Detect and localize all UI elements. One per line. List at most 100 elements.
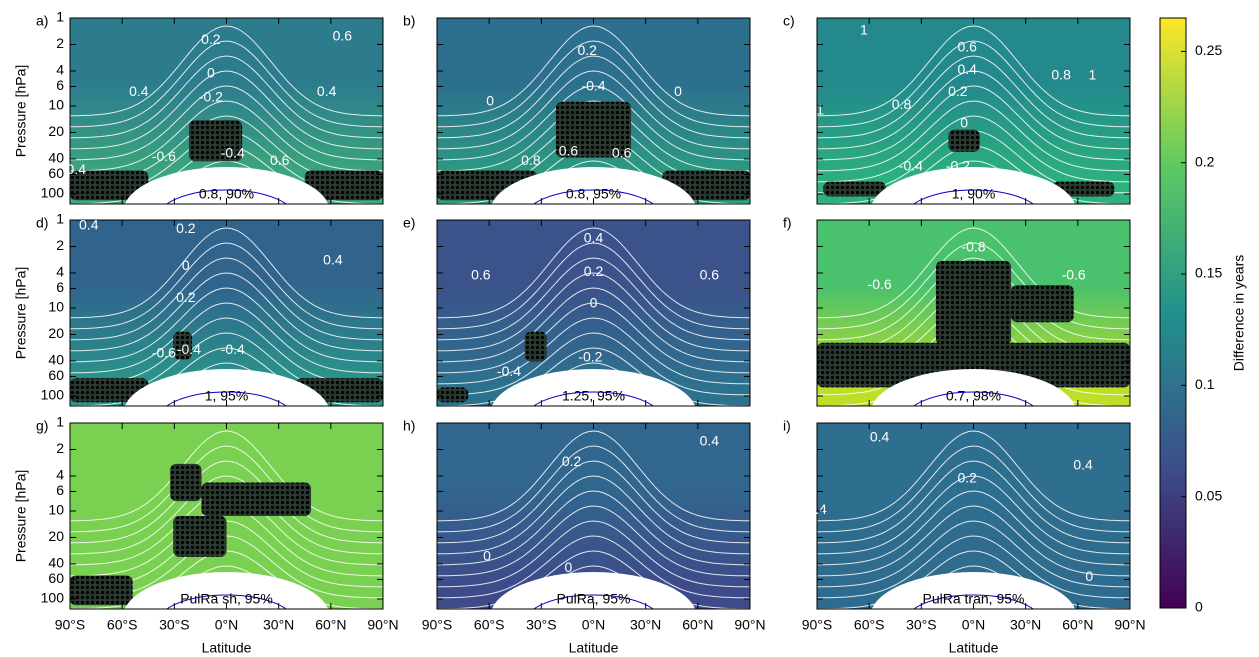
orography xyxy=(871,167,1076,204)
contour-line xyxy=(70,445,383,533)
x-tick-label: 0°N xyxy=(962,617,986,633)
panel: 0.4 0.2 0 0 h) PulRa, 95% 90°S 60°S 30°S 0°N 30°N 6… xyxy=(403,418,766,656)
x-tick-label: 60°S xyxy=(107,617,138,633)
colorbar-tick-label: 0.2 xyxy=(1195,153,1215,169)
y-tick-label: 100 xyxy=(41,185,65,201)
contour-label: 0.6 xyxy=(612,144,632,160)
contour-line xyxy=(437,55,750,139)
orography xyxy=(124,167,329,204)
stippling xyxy=(1051,181,1115,197)
y-tick-label: 40 xyxy=(48,555,64,571)
contour-label: -0.6 xyxy=(868,276,892,292)
panel-letter: h) xyxy=(403,418,415,434)
contour-label: 0.4 xyxy=(317,83,337,99)
stippling xyxy=(201,482,312,516)
contour-label: -0.6 xyxy=(1062,267,1086,283)
contour-line xyxy=(70,257,383,341)
y-tick-label: 60 xyxy=(48,165,64,181)
x-axis-label: Latitude xyxy=(569,640,619,656)
y-tick-label: 6 xyxy=(56,279,64,295)
orography xyxy=(124,572,329,609)
contour-label: 0 xyxy=(483,548,491,564)
contour-label: 0.8 xyxy=(892,96,912,112)
contour-line xyxy=(70,272,383,352)
contour-label: 0.2 xyxy=(979,581,999,597)
contour-line xyxy=(437,535,750,599)
y-tick-label: 20 xyxy=(48,123,64,139)
stippling xyxy=(823,181,886,197)
contour-line xyxy=(70,70,383,150)
contour-label: 0.4 xyxy=(79,216,99,232)
contour-label: 0.2 xyxy=(562,453,582,469)
stippling xyxy=(173,516,227,557)
contour-line xyxy=(817,460,1130,544)
contour-label: -0.4 xyxy=(221,144,245,160)
contour-label: 0 xyxy=(590,294,598,310)
contours xyxy=(437,227,750,406)
panel: 0.4 0.4 0.2 0.4 0 0.2 i) PulRa tran, 95% 90°S 60°… xyxy=(783,418,1146,656)
tropopause xyxy=(166,189,287,204)
contour-label: 0.4 xyxy=(807,501,827,517)
y-tick-label: 2 xyxy=(56,237,64,253)
orography xyxy=(124,369,329,406)
contour-line xyxy=(437,40,750,128)
orography xyxy=(491,167,696,204)
contour-label: 0.4 xyxy=(323,252,343,268)
contour-label: 0 xyxy=(182,257,190,273)
contours xyxy=(437,25,750,204)
tropopause xyxy=(533,189,654,204)
contour-label: -0.8 xyxy=(961,239,985,255)
orography xyxy=(871,369,1076,406)
stippling xyxy=(817,342,1130,388)
y-axis-label: Pressure [hPa] xyxy=(13,267,29,360)
contour-label: 0.2 xyxy=(584,263,604,279)
colorbar-tick-label: 0.15 xyxy=(1195,265,1222,281)
contour-line xyxy=(817,430,1130,522)
panel: 0.4 0.6 0.6 0.2 0 -0.4 -0.2 e) 1.25, 95% xyxy=(403,215,751,407)
contour-label: -0.4 xyxy=(899,158,923,174)
contour-line xyxy=(70,302,383,374)
panel-letter: b) xyxy=(403,13,415,29)
contour-label: 0.2 xyxy=(176,289,196,305)
colorbar-tick-label: 0.1 xyxy=(1195,376,1215,392)
y-tick-label: 6 xyxy=(56,482,64,498)
contour-line xyxy=(437,227,750,319)
colorbar-tick-label: 0.25 xyxy=(1195,42,1222,58)
x-tick-label: 60°N xyxy=(682,617,713,633)
tropopause xyxy=(913,391,1034,406)
contour-line xyxy=(437,242,750,330)
contour-line xyxy=(437,100,750,172)
contour-line xyxy=(817,25,1130,117)
contour-line xyxy=(817,227,1130,319)
contour-label: 0.8 xyxy=(521,152,541,168)
contour-line xyxy=(70,100,383,172)
stippling xyxy=(70,170,149,201)
contour-label: 0.6 xyxy=(700,267,720,283)
contour-line xyxy=(70,40,383,128)
x-tick-label: 60°N xyxy=(1062,617,1093,633)
contour-line xyxy=(817,70,1130,150)
contour-line xyxy=(437,317,750,385)
annotation: 0.7, 98% xyxy=(946,388,1001,404)
stippling xyxy=(188,120,243,162)
contour-line xyxy=(513,565,674,609)
contour-label: 0.2 xyxy=(948,83,968,99)
contour-line xyxy=(70,227,383,319)
contour-line xyxy=(817,115,1130,183)
contour-label: 0 xyxy=(565,559,573,575)
stippling xyxy=(555,101,632,158)
contour-line xyxy=(70,287,383,363)
contour-label: 0.6 xyxy=(958,38,978,54)
x-tick-label: 60°S xyxy=(474,617,505,633)
contour-label: 0.4 xyxy=(67,161,87,177)
contour-line xyxy=(513,362,674,406)
panel-letter: i) xyxy=(783,418,791,434)
contour-label: 0 xyxy=(486,92,494,108)
annotation: 0.8, 95% xyxy=(566,186,621,202)
tropopause xyxy=(913,594,1034,609)
x-tick-label: 30°N xyxy=(263,617,294,633)
contour-line xyxy=(817,100,1130,172)
contour-line xyxy=(893,565,1054,609)
stippling xyxy=(170,463,202,502)
